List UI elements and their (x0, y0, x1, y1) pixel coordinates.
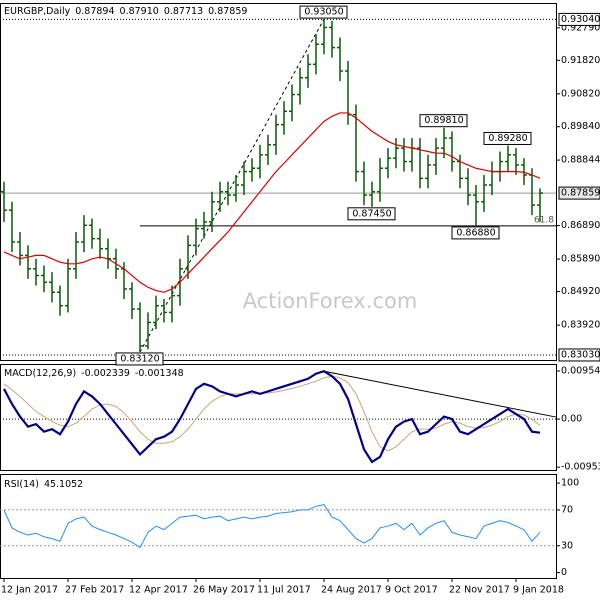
level-label: 0.83030 (561, 349, 600, 360)
y-tick-label: 100 (561, 478, 579, 489)
y-tick-label: 0.89840 (561, 121, 600, 132)
annotation-label: 0.83120 (120, 353, 159, 364)
watermark: ActionForex.com (243, 289, 418, 313)
moving-average (3, 112, 541, 293)
y-tick-label: 0.00954 (561, 365, 600, 376)
x-tick-label: 9 Jan 2018 (513, 585, 564, 596)
annotation-box (299, 5, 348, 19)
x-tick-label: 27 Feb 2017 (65, 585, 124, 596)
annotation-box (483, 131, 532, 145)
header-part: EURGBP,Daily (4, 6, 71, 17)
macd-trend-line (323, 370, 557, 418)
y-tick-label: 30 (561, 540, 573, 551)
x-tick-label: 12 Apr 2017 (129, 585, 188, 596)
header-part: 0.87910 (120, 6, 159, 17)
y-tick-label: 0.83920 (561, 320, 600, 331)
level-label: 0.93040 (561, 14, 600, 25)
annotation: 0.83120 (115, 352, 164, 366)
annotation-box (115, 352, 164, 366)
rsi-line (3, 503, 541, 549)
annotation: 0.87450 (347, 207, 396, 221)
level-box (558, 12, 600, 26)
support-text: 61.8 (534, 215, 554, 225)
panel-header: MACD(12,26,9) -0.002339 -0.001348 (4, 368, 184, 379)
header-part: RSI(14) (4, 479, 39, 490)
y-tick-label: 0.91820 (561, 55, 600, 66)
y-tick-label: 0.84920 (561, 286, 600, 297)
last-price-box (558, 186, 600, 200)
header-part: -0.001348 (135, 368, 184, 379)
y-tick-label: 70 (561, 504, 573, 515)
panel-header: RSI(14) 45.1052 (4, 479, 83, 490)
y-tick-label: 0.88844 (561, 155, 600, 166)
x-tick-label: 26 May 2017 (193, 585, 255, 596)
y-tick-label: 0 (561, 567, 567, 578)
annotation-box (347, 207, 396, 221)
x-tick-label: 11 Jul 2017 (257, 585, 311, 596)
y-tick-label: 0.90820 (561, 88, 600, 99)
price-panel (0, 3, 557, 361)
last-price-label: 0.87859 (561, 188, 600, 199)
annotation-label: 0.89280 (488, 133, 527, 144)
header-part: 45.1052 (44, 479, 83, 490)
annotation: 0.93050 (299, 5, 348, 19)
y-tick-label: 0.92790 (561, 22, 600, 33)
level-box (558, 348, 600, 362)
annotation-label: 0.89810 (424, 115, 463, 126)
header-part: 0.87713 (164, 6, 203, 17)
annotation-label: 0.86880 (456, 227, 495, 238)
annotation: 0.89810 (419, 114, 468, 128)
y-tick-label: 0.86890 (561, 220, 600, 231)
annotation: 0.86880 (451, 226, 500, 240)
header-part: 0.87859 (208, 6, 247, 17)
y-tick-label: 0.85890 (561, 254, 600, 265)
annotation: 0.89280 (483, 131, 532, 145)
annotation-label: 0.87450 (352, 208, 391, 219)
x-tick-label: 22 Nov 2017 (449, 585, 510, 596)
annotation-box (451, 226, 500, 240)
annotation-label: 0.93050 (304, 7, 343, 18)
x-tick-label: 12 Jan 2017 (1, 585, 58, 596)
header-part: MACD(12,26,9) (4, 368, 76, 379)
y-tick-label: 0.00 (561, 414, 582, 425)
panel-header: EURGBP,Daily 0.87894 0.87910 0.87713 0.87859 (4, 6, 247, 17)
y-tick-label: -0.009538 (561, 462, 600, 473)
annotation-box (419, 114, 468, 128)
macd-line (3, 369, 541, 464)
header-part: 0.87894 (75, 6, 114, 17)
x-tick-label: 24 Aug 2017 (321, 585, 382, 596)
x-tick-label: 9 Oct 2017 (385, 585, 438, 596)
rsi-panel (0, 474, 557, 579)
header-part: -0.002339 (81, 368, 130, 379)
signal-line (3, 375, 541, 452)
macd-panel (0, 364, 557, 471)
